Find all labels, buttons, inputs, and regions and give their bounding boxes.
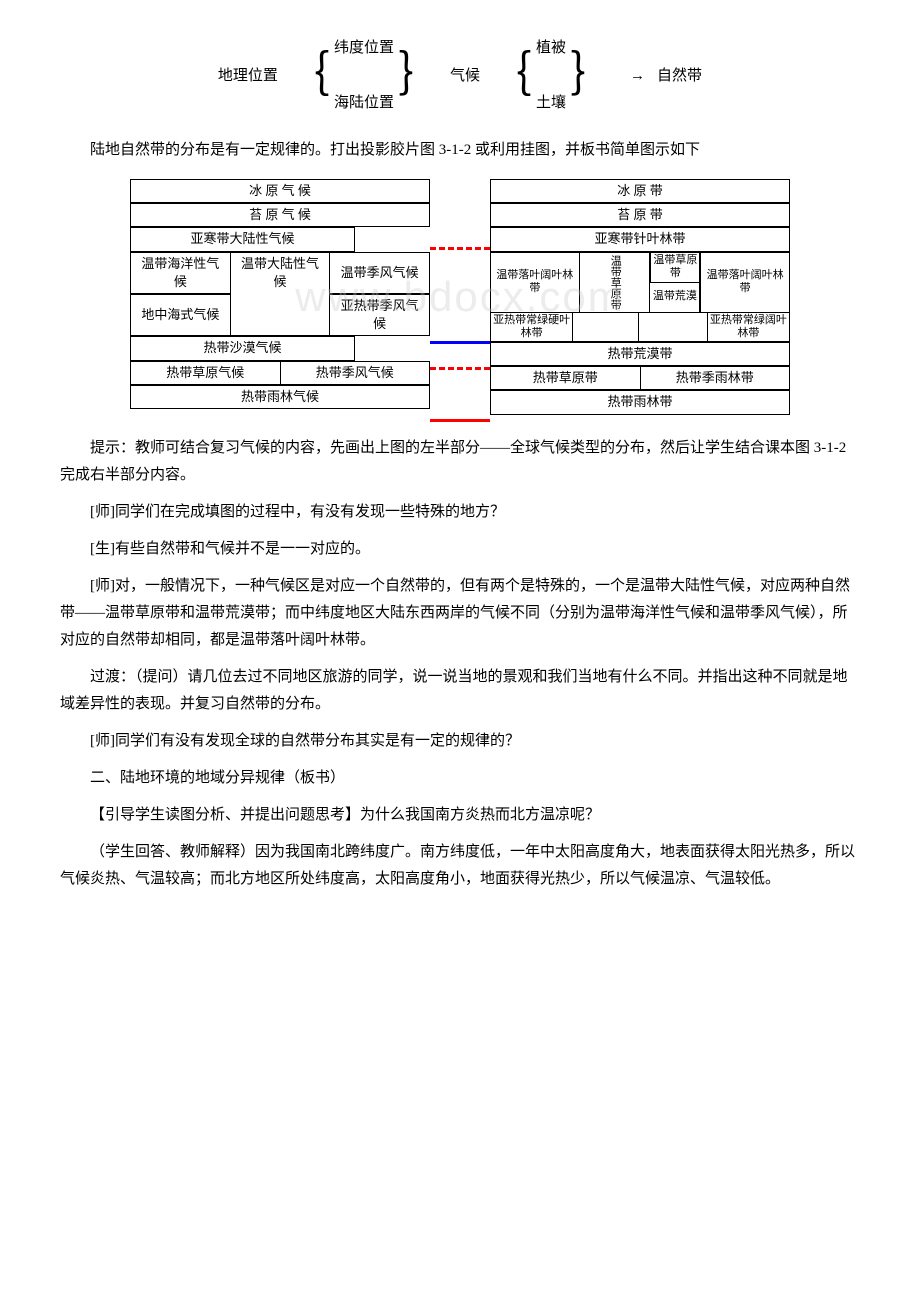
solid-red-line-icon bbox=[430, 419, 490, 422]
cell-tundra-climate: 苔 原 气 候 bbox=[130, 203, 430, 227]
row-savanna-biome: 热带草原带 热带季雨林带 bbox=[490, 366, 790, 390]
paragraph-answer: （学生回答、教师解释）因为我国南北跨纬度广。南方纬度低，一年中太阳高度角大，地表… bbox=[60, 839, 860, 893]
arrow-icon: → bbox=[630, 63, 645, 90]
concept-hierarchy-diagram: 地理位置 ｛ 纬度位置 海陆位置 ｝ 气候 ｛ 植被 土壤 ｝ → 自然带 bbox=[60, 35, 860, 117]
cell-subarctic-climate: 亚寒带大陆性气候 bbox=[130, 227, 355, 251]
row-savanna: 热带草原气候 热带季风气候 bbox=[130, 361, 430, 385]
climate-grid-left: 冰 原 气 候 苔 原 气 候 亚寒带大陆性气候 温带海洋性气候 温带大陆性气候… bbox=[130, 179, 430, 415]
dialogue-teacher-3: [师]同学们有没有发现全球的自然带分布其实是有一定的规律的？ bbox=[60, 728, 860, 755]
cell-temperate-monsoon: 温带季风气候 bbox=[330, 252, 430, 294]
brace-close-icon: ｝ bbox=[398, 57, 446, 95]
col-position: 纬度位置 海陆位置 bbox=[334, 35, 394, 117]
cell-tundra-zone: 苔 原 带 bbox=[490, 203, 790, 227]
dialogue-student-1: [生]有些自然带和气候并不是一一对应的。 bbox=[60, 536, 860, 563]
cell-rainforest-zone: 热带雨林带 bbox=[490, 390, 790, 414]
biome-grid-right: 冰 原 带 苔 原 带 亚寒带针叶林带 温带落叶阔叶林带 温带草原带 温带草原带… bbox=[490, 179, 790, 415]
cell-temp-desert: 温带荒漠 bbox=[650, 283, 700, 313]
node-vegetation: 植被 bbox=[536, 35, 566, 62]
cell-mediterranean: 地中海式气候 bbox=[130, 294, 231, 336]
climate-biome-grid: 冰 原 气 候 苔 原 气 候 亚寒带大陆性气候 温带海洋性气候 温带大陆性气候… bbox=[60, 179, 860, 415]
node-climate: 气候 bbox=[450, 63, 480, 90]
brace-open-icon: ｛ bbox=[282, 57, 330, 95]
dashed-red-line-icon bbox=[430, 367, 490, 370]
node-landsea: 海陆位置 bbox=[334, 90, 394, 117]
section-heading-2: 二、陆地环境的地域分异规律（板书） bbox=[60, 765, 860, 792]
cell-deciduous-east: 温带落叶阔叶林带 bbox=[700, 252, 790, 313]
cell-desert-mid: 温带草原带 温带荒漠 bbox=[650, 252, 700, 313]
node-natural-zone: 自然带 bbox=[657, 63, 702, 90]
cell-temperate-continental: 温带大陆性气候 bbox=[231, 252, 331, 294]
brace-close-icon: ｝ bbox=[570, 57, 618, 95]
dialogue-teacher-1: [师]同学们在完成填图的过程中，有没有发现一些特殊的地方？ bbox=[60, 499, 860, 526]
brace-open-icon: ｛ bbox=[484, 57, 532, 95]
cell-temperate-oceanic: 温带海洋性气候 bbox=[130, 252, 231, 294]
cell-rainforest-climate: 热带雨林气候 bbox=[130, 385, 430, 409]
cell-ice-zone: 冰 原 带 bbox=[490, 179, 790, 203]
cell-evergreen-broadleaf: 亚热带常绿阔叶林带 bbox=[708, 312, 790, 342]
cell-subtropical-monsoon: 亚热带季风气候 bbox=[330, 294, 430, 336]
paragraph-question: 【引导学生读图分析、并提出问题思考】为什么我国南方炎热而北方温凉呢？ bbox=[60, 802, 860, 829]
paragraph-hint: 提示：教师可结合复习气候的内容，先画出上图的左半部分——全球气候类型的分布，然后… bbox=[60, 435, 860, 489]
col-climate-factors: 植被 土壤 bbox=[536, 35, 566, 117]
cell-mid-continue bbox=[639, 312, 708, 342]
cell-tropical-desert: 热带沙漠气候 bbox=[130, 336, 355, 360]
solid-blue-line-icon bbox=[430, 341, 490, 344]
dialogue-teacher-2: [师]对，一般情况下，一种气候区是对应一个自然带的，但有两个是特殊的，一个是温带… bbox=[60, 573, 860, 654]
row-subtropical-biome: 亚热带常绿硬叶林带 亚热带常绿阔叶林带 bbox=[490, 312, 790, 342]
node-geography: 地理位置 bbox=[218, 63, 278, 90]
paragraph-transition: 过渡：（提问）请几位去过不同地区旅游的同学，说一说当地的景观和我们当地有什么不同… bbox=[60, 664, 860, 718]
cell-savanna-climate: 热带草原气候 bbox=[130, 361, 281, 385]
row-temperate: 温带海洋性气候 温带大陆性气候 温带季风气候 bbox=[130, 252, 430, 294]
row-subtropical: 地中海式气候 亚热带季风气候 bbox=[130, 294, 430, 336]
dashed-red-line-icon bbox=[430, 247, 490, 250]
cell-grassland-vert: 温带草原带 bbox=[580, 252, 651, 313]
cell-savanna-zone: 热带草原带 bbox=[490, 366, 641, 390]
paragraph-intro: 陆地自然带的分布是有一定规律的。打出投影胶片图 3-1-2 或利用挂图，并板书简… bbox=[60, 137, 860, 164]
cell-monsoon-forest: 热带季雨林带 bbox=[641, 366, 791, 390]
cell-vert-continue bbox=[573, 312, 638, 342]
cell-blank-mid bbox=[231, 294, 331, 336]
node-soil: 土壤 bbox=[536, 90, 566, 117]
cell-tropical-monsoon: 热带季风气候 bbox=[281, 361, 431, 385]
row-temperate-biome: 温带落叶阔叶林带 温带草原带 温带草原带 温带荒漠 温带落叶阔叶林带 bbox=[490, 252, 790, 313]
cell-ice-climate: 冰 原 气 候 bbox=[130, 179, 430, 203]
cell-grassland: 温带草原带 bbox=[650, 252, 700, 283]
node-latitude: 纬度位置 bbox=[334, 35, 394, 62]
cell-taiga-zone: 亚寒带针叶林带 bbox=[490, 227, 790, 251]
cell-sclerophyll: 亚热带常绿硬叶林带 bbox=[490, 312, 573, 342]
cell-tropical-desert-zone: 热带荒漠带 bbox=[490, 342, 790, 366]
cell-deciduous-west: 温带落叶阔叶林带 bbox=[490, 252, 580, 313]
